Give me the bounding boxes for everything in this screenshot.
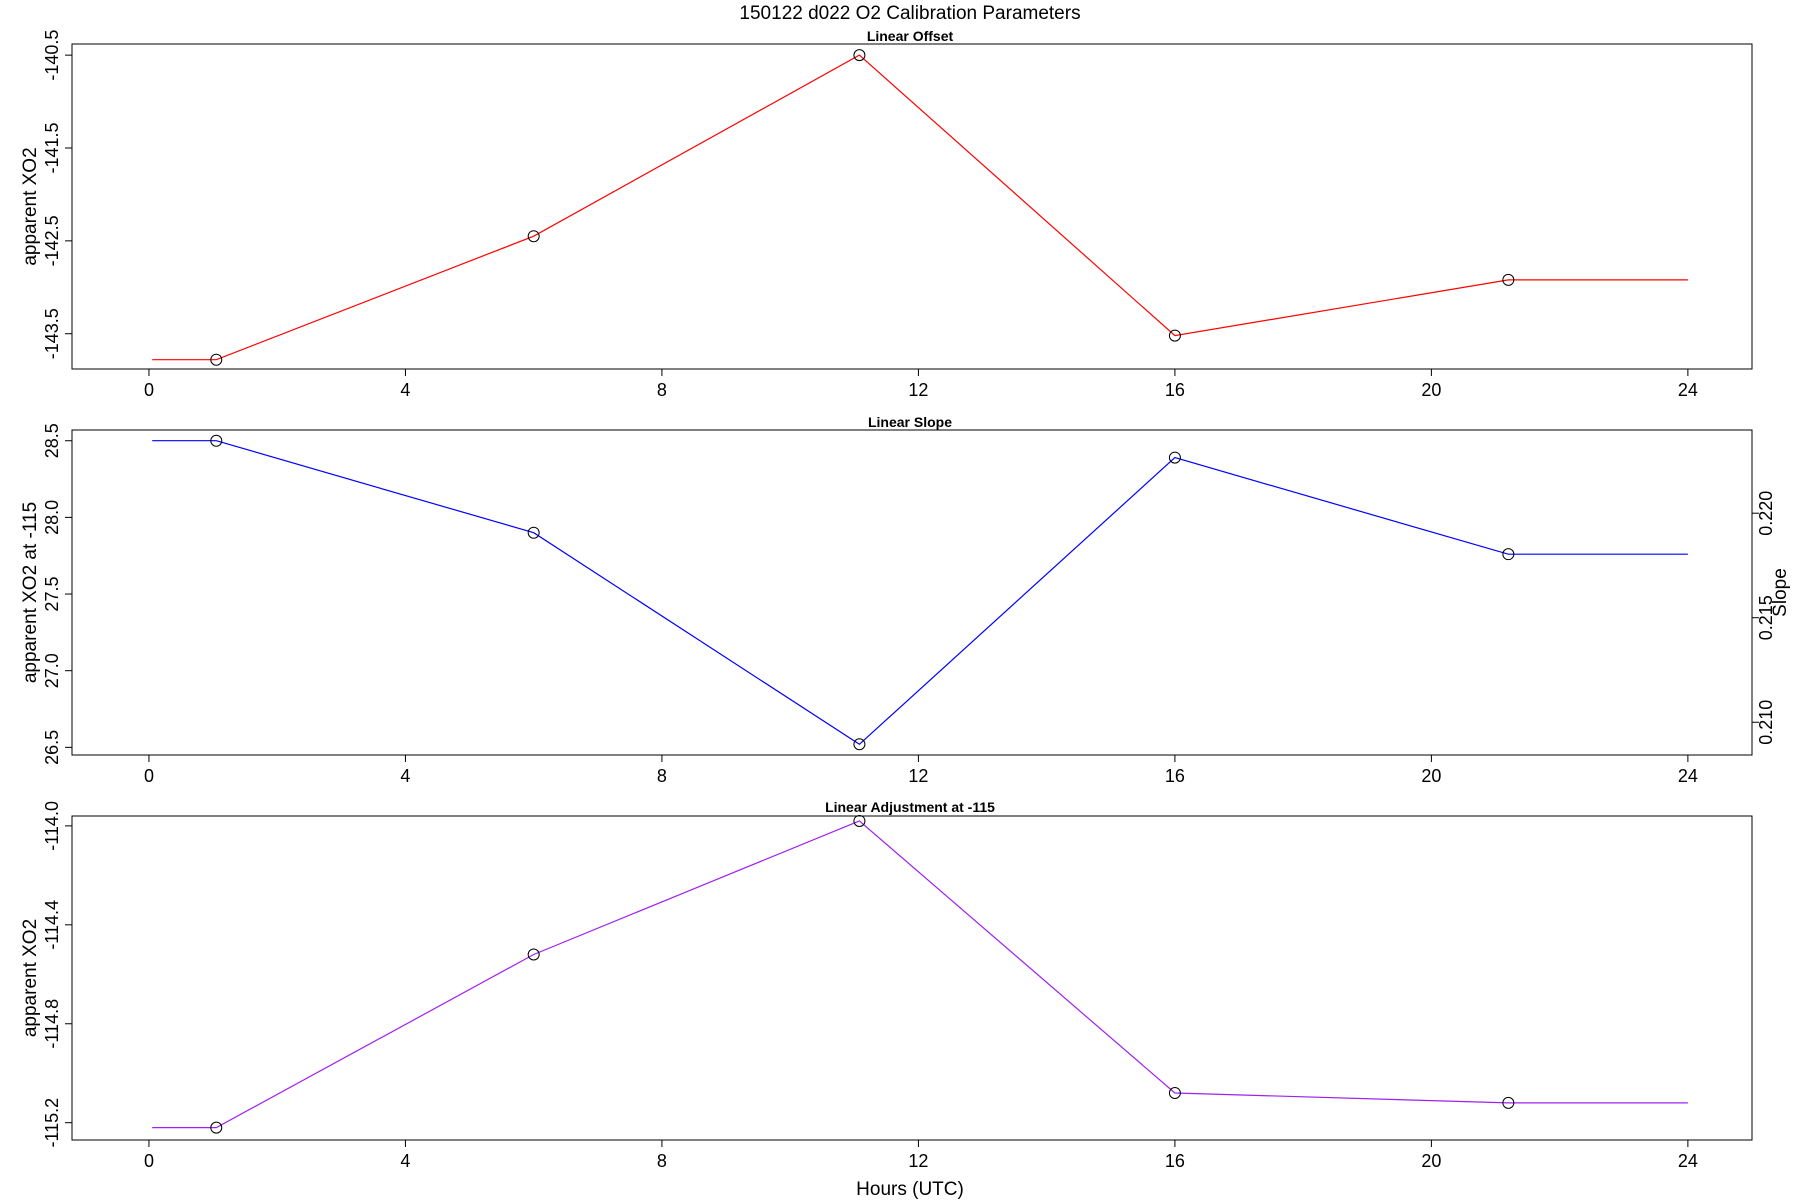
y2-tick-label: 0.215 — [1756, 595, 1776, 640]
x-tick-label: 24 — [1678, 766, 1698, 786]
plot-frame — [71, 429, 1753, 756]
data-point — [527, 948, 540, 961]
x-tick-label: 20 — [1421, 380, 1441, 400]
x-tick-label: 8 — [657, 380, 667, 400]
data-point — [1502, 1096, 1515, 1109]
y-tick-label: 28.5 — [42, 423, 62, 458]
x-tick-label: 0 — [144, 766, 154, 786]
x-tick-label: 8 — [657, 1151, 667, 1171]
y-tick-label: 26.5 — [42, 730, 62, 765]
data-point — [1502, 273, 1515, 286]
series-line — [152, 440, 1688, 746]
panel-linear-offset: Linear Offset 0 4 8 12 16 20 24 -143.5 -142.5 -14… — [20, 28, 1753, 400]
data-point — [527, 230, 540, 243]
y2-tick-label: 0.220 — [1756, 491, 1776, 536]
data-point — [1168, 329, 1181, 342]
x-tick-label: 16 — [1165, 766, 1185, 786]
x-tick-label: 20 — [1421, 766, 1441, 786]
y-tick-label: -114.4 — [42, 900, 62, 950]
y-axis-label: apparent XO2 at -115 — [20, 502, 41, 683]
y-tick-label: -141.5 — [42, 122, 62, 173]
panel-title: Linear Slope — [868, 414, 952, 430]
y-tick-label: 27.5 — [42, 577, 62, 612]
data-point — [1168, 451, 1181, 464]
x-tick-label: 24 — [1678, 1151, 1698, 1171]
x-tick-label: 16 — [1165, 1151, 1185, 1171]
x-tick-label: 16 — [1165, 380, 1185, 400]
x-tick-label: 4 — [400, 1151, 410, 1171]
x-tick-label: 20 — [1421, 1151, 1441, 1171]
y-tick-label: -115.2 — [42, 1098, 62, 1148]
x-axis-label: Hours (UTC) — [856, 1179, 964, 1200]
y-tick-label: -140.5 — [42, 30, 62, 81]
data-point — [853, 814, 866, 827]
data-point — [210, 353, 223, 366]
x-tick-label: 12 — [908, 766, 928, 786]
y-tick-label: 28.0 — [42, 500, 62, 535]
data-point — [853, 738, 866, 751]
figure-title: 150122 d022 O2 Calibration Parameters — [739, 3, 1080, 24]
plot-frame — [71, 815, 1753, 1141]
y-tick-label: 27.0 — [42, 653, 62, 688]
data-point — [527, 526, 540, 539]
y-axis-label: apparent XO2 — [20, 919, 41, 1037]
panel-linear-adjustment: Linear Adjustment at -115 0 4 8 12 16 20 24 -11… — [20, 799, 1753, 1171]
panel-linear-slope: Linear Slope 0 4 8 12 16 20 24 26.5 27.0 27.5 28.0… — [20, 414, 1791, 786]
data-point — [853, 49, 866, 62]
x-tick-label: 12 — [908, 1151, 928, 1171]
x-tick-label: 0 — [144, 1151, 154, 1171]
y2-axis-label: Slope — [1770, 568, 1791, 617]
y-tick-label: -114.0 — [42, 801, 62, 851]
x-tick-label: 0 — [144, 380, 154, 400]
x-tick-label: 24 — [1678, 380, 1698, 400]
y-tick-label: -142.5 — [42, 215, 62, 266]
data-point — [1502, 548, 1515, 561]
plot-frame — [71, 43, 1753, 370]
x-tick-label: 4 — [400, 766, 410, 786]
data-point — [1168, 1087, 1181, 1100]
y-tick-label: -143.5 — [42, 308, 62, 359]
x-tick-label: 4 — [400, 380, 410, 400]
y-tick-label: -114.8 — [42, 999, 62, 1049]
series-line — [152, 54, 1688, 361]
data-point — [210, 434, 223, 447]
x-tick-label: 8 — [657, 766, 667, 786]
panel-title: Linear Offset — [867, 28, 954, 44]
panel-title: Linear Adjustment at -115 — [825, 799, 995, 815]
data-point — [210, 1121, 223, 1134]
x-tick-label: 12 — [908, 380, 928, 400]
y2-tick-label: 0.210 — [1756, 700, 1776, 745]
y-axis-label: apparent XO2 — [20, 147, 41, 265]
series-line — [152, 820, 1688, 1129]
